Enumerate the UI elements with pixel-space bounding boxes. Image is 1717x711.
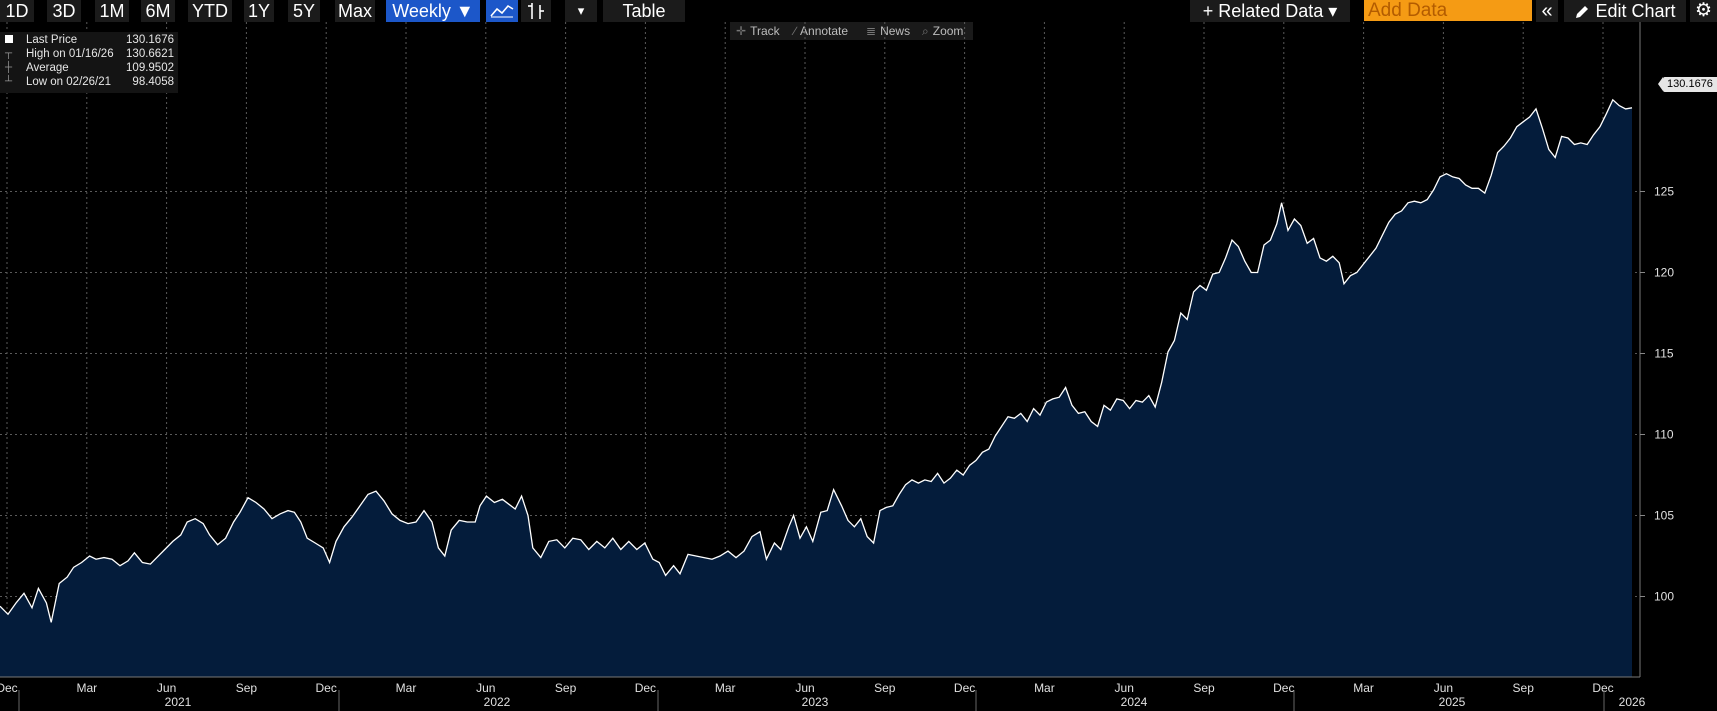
y-tick-label: 120 — [1654, 266, 1674, 280]
add-data-input[interactable] — [1364, 0, 1532, 21]
x-tick-label: Mar — [76, 681, 97, 695]
x-tick-label: Jun — [1115, 681, 1134, 695]
line-chart-icon[interactable] — [486, 0, 518, 22]
y-tick-label: 125 — [1654, 185, 1674, 199]
zoom-tool[interactable]: ⌕ Zoom — [922, 22, 963, 40]
price-line — [0, 98, 1633, 623]
edit-chart-label: Edit Chart — [1595, 1, 1676, 21]
range-3d-button[interactable]: 3D — [47, 0, 81, 22]
legend-value: 130.6621 — [126, 48, 174, 60]
legend-row-low[interactable]: ┴ Low on 02/26/21 98.4058 — [0, 75, 176, 89]
chart-legend: Last Price 130.1676 ┬ High on 01/16/26 1… — [0, 32, 178, 93]
crosshair-icon: ✛ — [736, 24, 747, 38]
x-tick-label: Mar — [1034, 681, 1055, 695]
legend-value: 130.1676 — [126, 34, 174, 46]
x-year-label: 2026 — [1619, 695, 1646, 709]
x-tick-label: Sep — [1513, 681, 1535, 695]
range-max-button[interactable]: Max — [335, 0, 375, 22]
annotate-tool[interactable]: ∕ Annotate — [794, 22, 848, 40]
legend-row-last-price[interactable]: Last Price 130.1676 — [0, 33, 176, 47]
edit-chart-button[interactable]: Edit Chart — [1564, 0, 1686, 22]
x-tick-label: Sep — [236, 681, 258, 695]
range-1y-button[interactable]: 1Y — [244, 0, 274, 22]
range-ytd-button[interactable]: YTD — [188, 0, 232, 22]
frequency-dropdown[interactable]: Weekly ▼ — [386, 0, 480, 22]
x-year-label: 2025 — [1439, 695, 1466, 709]
x-year-label: 2024 — [1121, 695, 1148, 709]
low-marker-icon: ┴ — [5, 76, 13, 87]
track-label: Track — [750, 24, 780, 38]
pencil-icon — [1574, 0, 1590, 22]
x-tick-label: Mar — [396, 681, 417, 695]
legend-label: Average — [26, 62, 69, 74]
range-1m-button[interactable]: 1M — [95, 0, 129, 22]
x-tick-label: Dec — [954, 681, 975, 695]
average-marker-icon: ┼ — [5, 62, 13, 73]
high-marker-icon: ┬ — [5, 48, 13, 59]
x-year-label: 2023 — [802, 695, 829, 709]
square-marker-icon — [5, 35, 13, 43]
pen-line-icon: ∕ — [794, 24, 797, 38]
legend-label: Low on 02/26/21 — [26, 76, 112, 88]
x-tick-label: Jun — [795, 681, 814, 695]
legend-label: Last Price — [26, 34, 78, 46]
last-price-tag: 130.1676 — [1658, 77, 1717, 92]
chart-toolbar: 1D 3D 1M 6M YTD 1Y 5Y Max Weekly ▼ ▾ Tab… — [0, 0, 1717, 22]
x-tick-label: Dec — [1592, 681, 1613, 695]
x-tick-label: Dec — [1273, 681, 1294, 695]
y-tick-label: 105 — [1654, 509, 1674, 523]
price-area-fill — [0, 99, 1632, 678]
x-tick-label: Sep — [555, 681, 577, 695]
y-tick-label: 115 — [1654, 347, 1673, 361]
y-axis: 100 105 110 115 120 125 — [1640, 185, 1674, 604]
x-year-label: 2022 — [484, 695, 511, 709]
y-tick-label: 100 — [1654, 590, 1674, 604]
magnifier-icon: ⌕ — [922, 24, 929, 38]
x-tick-label: Dec — [0, 681, 18, 695]
legend-value: 109.9502 — [126, 62, 174, 74]
chart-type-dropdown[interactable]: ▾ — [565, 0, 597, 22]
range-5y-button[interactable]: 5Y — [288, 0, 320, 22]
x-tick-label: Jun — [476, 681, 495, 695]
x-tick-label: Mar — [715, 681, 736, 695]
range-6m-button[interactable]: 6M — [141, 0, 175, 22]
x-axis: Dec Mar Jun Sep Dec Mar Jun Sep Dec Mar Jun Sep Dec M… — [0, 681, 1646, 711]
annotate-label: Annotate — [800, 24, 849, 38]
x-year-label: 2021 — [165, 695, 192, 709]
x-tick-label: Jun — [157, 681, 176, 695]
range-1d-button[interactable]: 1D — [0, 0, 34, 22]
legend-value: 98.4058 — [132, 76, 174, 88]
legend-row-high[interactable]: ┬ High on 01/16/26 130.6621 — [0, 47, 176, 61]
y-tick-label: 110 — [1654, 428, 1673, 442]
related-data-button[interactable]: + Related Data ▾ — [1190, 0, 1350, 22]
collapse-toolbar-button[interactable]: « — [1536, 0, 1558, 22]
news-label: News — [880, 24, 911, 38]
bar-chart-icon[interactable] — [521, 0, 551, 22]
x-tick-label: Dec — [635, 681, 656, 695]
x-tick-label: Mar — [1353, 681, 1374, 695]
news-icon: ≣ — [866, 24, 877, 38]
legend-label: High on 01/16/26 — [26, 48, 114, 60]
table-button[interactable]: Table — [603, 0, 685, 22]
news-tool[interactable]: ≣ News — [866, 22, 910, 40]
chart-tools-bar: ✛ Track ∕ Annotate ≣ News ⌕ Zoom — [730, 22, 973, 40]
x-tick-label: Jun — [1434, 681, 1453, 695]
x-tick-label: Sep — [1193, 681, 1215, 695]
track-tool[interactable]: ✛ Track — [736, 22, 780, 40]
legend-row-average[interactable]: ┼ Average 109.9502 — [0, 61, 176, 75]
x-tick-label: Sep — [874, 681, 896, 695]
settings-gear-icon[interactable]: ⚙ — [1690, 0, 1717, 22]
zoom-label: Zoom — [932, 24, 964, 38]
x-tick-label: Dec — [316, 681, 337, 695]
